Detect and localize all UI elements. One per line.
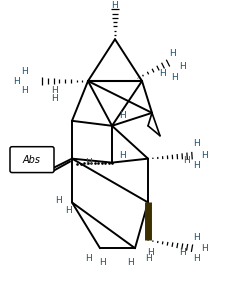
Text: H: H	[52, 86, 58, 96]
Text: H: H	[127, 258, 133, 267]
Text: H: H	[14, 77, 20, 86]
Text: H: H	[180, 248, 186, 257]
Text: H: H	[112, 1, 118, 10]
Text: H: H	[145, 254, 151, 263]
Text: H: H	[193, 233, 199, 242]
Text: H: H	[183, 156, 189, 165]
Text: H: H	[52, 94, 58, 103]
Text: H: H	[169, 49, 175, 58]
Text: H: H	[55, 196, 61, 205]
Text: H: H	[193, 161, 199, 170]
Text: H: H	[21, 86, 27, 96]
Text: H: H	[119, 111, 125, 120]
Text: H: H	[193, 139, 199, 148]
Text: H: H	[147, 248, 153, 257]
Text: H: H	[65, 206, 71, 215]
Text: H: H	[159, 69, 165, 77]
Text: H: H	[171, 73, 177, 82]
Text: H: H	[201, 151, 207, 160]
Text: H: H	[99, 258, 105, 267]
Text: H: H	[201, 244, 207, 253]
Text: H: H	[179, 62, 185, 71]
Text: H: H	[21, 67, 27, 75]
Text: Abs: Abs	[23, 155, 41, 165]
Text: H: H	[85, 254, 91, 263]
FancyBboxPatch shape	[10, 147, 54, 172]
Text: H: H	[193, 254, 199, 263]
Text: H: H	[119, 151, 125, 160]
Text: H: H	[85, 158, 91, 167]
